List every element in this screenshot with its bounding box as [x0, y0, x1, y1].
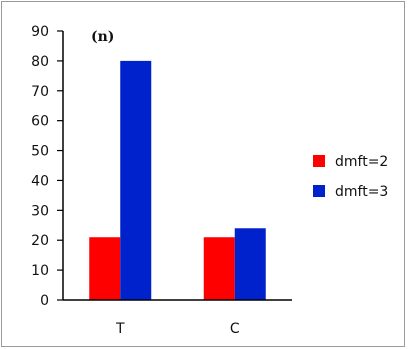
y-tick-label: 10 — [31, 263, 49, 279]
y-tick-label: 30 — [31, 203, 49, 219]
y-tick-label: 80 — [31, 54, 49, 70]
y-tick-label: 50 — [31, 144, 49, 160]
chart-title: (n) — [91, 29, 114, 45]
y-tick-label: 40 — [31, 173, 49, 189]
x-tick-label: T — [115, 321, 125, 337]
legend-label: dmft=2 — [335, 154, 388, 170]
legend-swatch — [313, 155, 325, 167]
y-tick-label: 70 — [31, 84, 49, 100]
legend-label: dmft=3 — [335, 184, 388, 200]
y-tick-label: 90 — [31, 24, 49, 40]
legend-swatch — [313, 185, 325, 197]
legend: dmft=2 dmft=3 — [313, 154, 388, 200]
x-tick-label: C — [230, 321, 240, 337]
y-tick-label: 0 — [40, 293, 49, 309]
bar-dmft-2-c — [203, 237, 235, 300]
bar-dmft-3-c — [234, 228, 266, 300]
bar-dmft-2-t — [89, 237, 121, 300]
bars — [89, 60, 266, 301]
y-axis: 0 10 20 30 40 50 60 70 80 90 — [31, 24, 64, 309]
y-tick-label: 60 — [31, 114, 49, 130]
bar-dmft-3-t — [120, 60, 152, 301]
y-tick-label: 20 — [31, 233, 49, 249]
